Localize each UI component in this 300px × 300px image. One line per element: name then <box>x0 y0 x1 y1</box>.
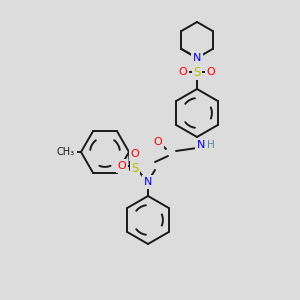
Text: O: O <box>154 137 162 147</box>
Text: N: N <box>193 53 201 63</box>
Text: N: N <box>197 140 205 150</box>
Text: H: H <box>207 140 215 150</box>
Text: O: O <box>207 67 215 77</box>
Text: O: O <box>178 67 188 77</box>
Text: O: O <box>130 149 140 159</box>
Text: S: S <box>131 161 139 175</box>
Text: CH₃: CH₃ <box>57 147 75 157</box>
Text: S: S <box>193 65 201 79</box>
Text: O: O <box>118 161 126 171</box>
Text: N: N <box>144 177 152 187</box>
